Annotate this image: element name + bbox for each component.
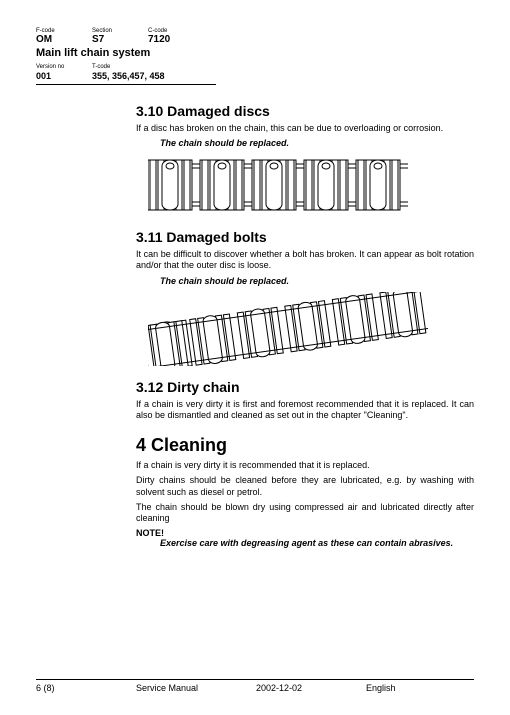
doc-title: Main lift chain system [36,47,216,59]
heading-3-11: 3.11 Damaged bolts [136,229,474,245]
footer-page: 6 (8) [36,683,136,693]
version-label: Version no [36,64,64,70]
heading-3-10: 3.10 Damaged discs [136,103,474,119]
body-4-p2: Dirty chains should be cleaned before th… [136,475,474,498]
fcode-value: OM [36,34,92,46]
diagram-damaged-discs [148,154,474,219]
page-footer: 6 (8) Service Manual 2002-12-02 English [36,679,474,693]
heading-3-12: 3.12 Dirty chain [136,379,474,395]
content-area: 3.10 Damaged discs If a disc has broken … [136,103,474,550]
tcode-label: T-code [92,64,110,70]
body-3-10: If a disc has broken on the chain, this … [136,123,474,134]
heading-4: 4 Cleaning [136,435,474,456]
rec-3-11: The chain should be replaced. [160,276,474,286]
body-4-p3: The chain should be blown dry using comp… [136,502,474,525]
diagram-damaged-bolts [148,292,474,369]
body-4-p1: If a chain is very dirty it is recommend… [136,460,474,471]
version-value: 001 [36,71,92,82]
footer-lang: English [366,683,474,693]
ccode-value: 7120 [148,34,204,46]
footer-doc: Service Manual [136,683,256,693]
body-3-11: It can be difficult to discover whether … [136,249,474,272]
note-text: Exercise care with degreasing agent as t… [160,538,474,549]
note-label: NOTE! [136,528,474,538]
rec-3-10: The chain should be replaced. [160,138,474,148]
section-value: S7 [92,34,148,46]
body-3-12: If a chain is very dirty it is first and… [136,399,474,422]
document-header: F-code OM Section S7 C-code 7120 Main li… [36,28,216,85]
footer-date: 2002-12-02 [256,683,366,693]
tcode-value: 355, 356,457, 458 [92,71,212,81]
